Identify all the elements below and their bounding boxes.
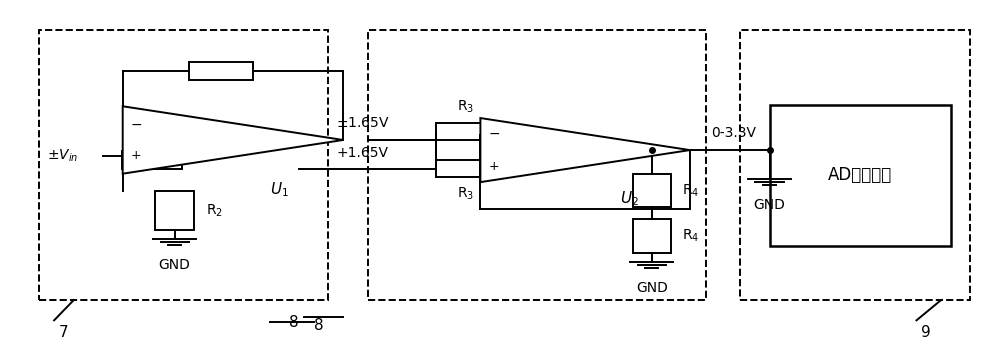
Text: +: + <box>488 160 499 173</box>
Text: $\pm$1.65V: $\pm$1.65V <box>336 116 390 130</box>
Bar <box>155 191 194 230</box>
Text: $\pm V_{in}$: $\pm V_{in}$ <box>47 148 79 164</box>
Text: R$_3$: R$_3$ <box>457 185 474 202</box>
Bar <box>633 219 671 253</box>
Text: 8: 8 <box>289 314 299 330</box>
Bar <box>740 30 970 300</box>
Text: +1.65V: +1.65V <box>336 146 388 160</box>
Text: R$_4$: R$_4$ <box>682 228 700 244</box>
Text: GND: GND <box>754 198 785 212</box>
Bar <box>122 151 182 169</box>
Bar <box>189 62 253 79</box>
Text: 0-3.3V: 0-3.3V <box>711 126 756 140</box>
Text: $U_2$: $U_2$ <box>620 189 639 207</box>
Text: −: − <box>488 127 500 141</box>
Bar <box>368 30 706 300</box>
Text: R$_2$: R$_2$ <box>206 203 223 219</box>
Text: R$_1$: R$_1$ <box>144 127 161 143</box>
Bar <box>436 160 495 177</box>
Text: R$_3$: R$_3$ <box>457 98 474 115</box>
Bar <box>436 123 495 140</box>
Text: −: − <box>131 117 142 131</box>
Bar <box>633 174 671 207</box>
Text: 8: 8 <box>314 318 324 333</box>
Polygon shape <box>123 106 343 174</box>
Text: $U_1$: $U_1$ <box>270 180 289 199</box>
Text: R$_4$: R$_4$ <box>682 182 700 199</box>
Text: GND: GND <box>159 258 191 272</box>
Bar <box>39 30 328 300</box>
Polygon shape <box>480 118 690 182</box>
Text: 9: 9 <box>921 325 931 341</box>
Text: AD转换接口: AD转换接口 <box>828 166 892 184</box>
Text: +: + <box>131 149 141 162</box>
Bar <box>770 105 951 246</box>
Text: 7: 7 <box>59 325 69 341</box>
Text: GND: GND <box>636 281 668 294</box>
